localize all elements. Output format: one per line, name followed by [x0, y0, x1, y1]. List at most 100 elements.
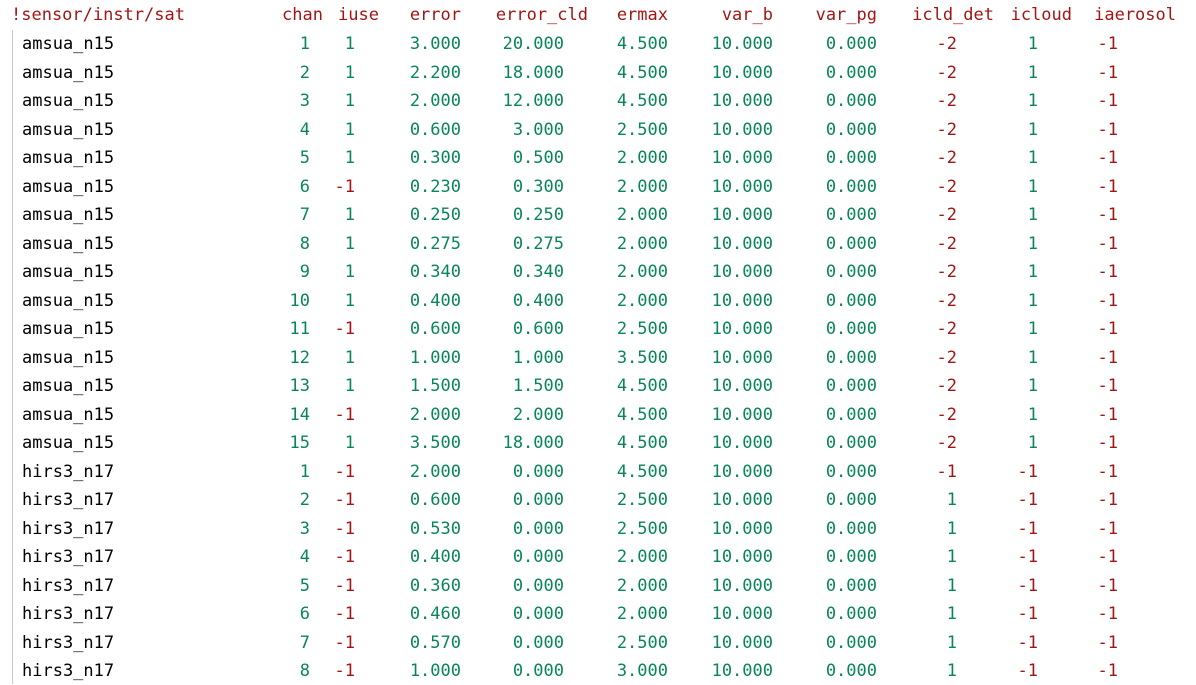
cell-var-b: 10.000: [711, 91, 773, 111]
cell-chan: 4: [299, 119, 310, 140]
cell-error-cld: 0.250: [512, 205, 564, 225]
cell-iuse: 1: [344, 233, 355, 254]
cell-chan: 9: [299, 262, 310, 282]
cell-var-b: 10.000: [711, 433, 773, 453]
table-row: amsua_n15 5 1 0.300 0.500 2.000 10.000 0.000 -2 1…: [0, 144, 1196, 172]
cell-iaerosol: -1: [1097, 575, 1118, 596]
cell-var-b: 10.000: [711, 376, 773, 396]
cell-chan: 5: [299, 148, 310, 168]
cell-chan: 14: [289, 404, 310, 425]
cell-var-b: 10.000: [711, 575, 773, 596]
cell-icld-det: 1: [946, 604, 957, 624]
cell-error-cld: 18.000: [502, 62, 564, 83]
cell-error-cld: 0.000: [512, 518, 564, 539]
cell-iuse: -1: [334, 604, 355, 624]
cell-chan: 13: [289, 376, 310, 396]
cell-iaerosol: -1: [1097, 62, 1118, 83]
cell-icloud: 1: [1027, 176, 1038, 197]
cell-var-pg: 0.000: [825, 176, 877, 197]
cell-var-b: 10.000: [711, 661, 773, 681]
cell-chan: 11: [289, 319, 310, 339]
cell-var-b: 10.000: [711, 176, 773, 197]
cell-icloud: 1: [1027, 262, 1038, 282]
cell-icld-det: -2: [936, 119, 957, 140]
cell-icloud: -1: [1017, 604, 1038, 624]
header-sensor: !sensor/instr/sat: [11, 5, 185, 25]
cell-sensor: hirs3_n17: [22, 518, 115, 539]
cell-iaerosol: -1: [1097, 547, 1118, 567]
cell-icld-det: -2: [936, 319, 957, 339]
cell-icloud: 1: [1027, 34, 1038, 54]
cell-icld-det: -2: [936, 262, 957, 282]
cell-iaerosol: -1: [1097, 604, 1118, 624]
cell-chan: 8: [299, 233, 310, 254]
cell-iuse: 1: [344, 290, 355, 311]
cell-ermax: 2.000: [616, 262, 668, 282]
cell-chan: 6: [299, 604, 310, 624]
cell-error-cld: 0.000: [512, 632, 564, 653]
cell-var-pg: 0.000: [825, 433, 877, 453]
cell-iuse: -1: [334, 176, 355, 197]
cell-var-pg: 0.000: [825, 404, 877, 425]
cell-sensor: amsua_n15: [22, 34, 115, 54]
cell-iaerosol: -1: [1097, 119, 1118, 140]
header-error-cld: error_cld: [495, 5, 588, 25]
cell-icloud: 1: [1027, 148, 1038, 168]
cell-icld-det: -2: [936, 290, 957, 311]
cell-icld-det: 1: [946, 575, 957, 596]
cell-var-pg: 0.000: [825, 518, 877, 539]
header-icloud: icloud: [1010, 5, 1072, 25]
cell-iuse: -1: [334, 404, 355, 425]
cell-sensor: amsua_n15: [22, 347, 115, 368]
table-row: amsua_n15 4 1 0.600 3.000 2.500 10.000 0.000 -2 1…: [0, 116, 1196, 144]
cell-ermax: 3.000: [616, 661, 668, 681]
cell-error-cld: 3.000: [512, 119, 564, 140]
cell-iuse: 1: [344, 205, 355, 225]
cell-ermax: 2.000: [616, 205, 668, 225]
cell-ermax: 2.000: [616, 290, 668, 311]
cell-ermax: 2.500: [616, 319, 668, 339]
cell-var-b: 10.000: [711, 148, 773, 168]
header-ermax: ermax: [616, 5, 668, 25]
cell-chan: 1: [299, 461, 310, 482]
cell-chan: 15: [289, 433, 310, 453]
cell-chan: 10: [289, 290, 310, 311]
cell-var-pg: 0.000: [825, 490, 877, 510]
cell-icld-det: -2: [936, 176, 957, 197]
cell-icld-det: -1: [936, 461, 957, 482]
cell-iuse: 1: [344, 433, 355, 453]
cell-iaerosol: -1: [1097, 404, 1118, 425]
cell-icld-det: -2: [936, 404, 957, 425]
cell-icld-det: -2: [936, 62, 957, 83]
header-error: error: [409, 5, 461, 25]
cell-icloud: -1: [1017, 518, 1038, 539]
header-iuse: iuse: [338, 5, 379, 25]
cell-error: 0.600: [409, 490, 461, 510]
cell-error: 2.200: [409, 62, 461, 83]
cell-chan: 4: [299, 547, 310, 567]
cell-sensor: hirs3_n17: [22, 575, 115, 596]
cell-sensor: hirs3_n17: [22, 461, 115, 482]
cell-iaerosol: -1: [1097, 376, 1118, 396]
cell-ermax: 2.000: [616, 575, 668, 596]
header-chan: chan: [282, 5, 323, 25]
cell-var-pg: 0.000: [825, 34, 877, 54]
cell-var-pg: 0.000: [825, 632, 877, 653]
cell-iuse: 1: [344, 347, 355, 368]
cell-icld-det: 1: [946, 547, 957, 567]
cell-chan: 6: [299, 176, 310, 197]
cell-var-pg: 0.000: [825, 376, 877, 396]
cell-error: 0.300: [409, 148, 461, 168]
cell-iuse: -1: [334, 490, 355, 510]
cell-iaerosol: -1: [1097, 347, 1118, 368]
cell-var-b: 10.000: [711, 604, 773, 624]
header-var-b: var_b: [721, 5, 773, 25]
cell-var-pg: 0.000: [825, 62, 877, 83]
cell-sensor: hirs3_n17: [22, 632, 115, 653]
cell-var-pg: 0.000: [825, 119, 877, 140]
cell-var-b: 10.000: [711, 632, 773, 653]
cell-ermax: 4.500: [616, 91, 668, 111]
cell-var-b: 10.000: [711, 233, 773, 254]
cell-icld-det: -2: [936, 376, 957, 396]
